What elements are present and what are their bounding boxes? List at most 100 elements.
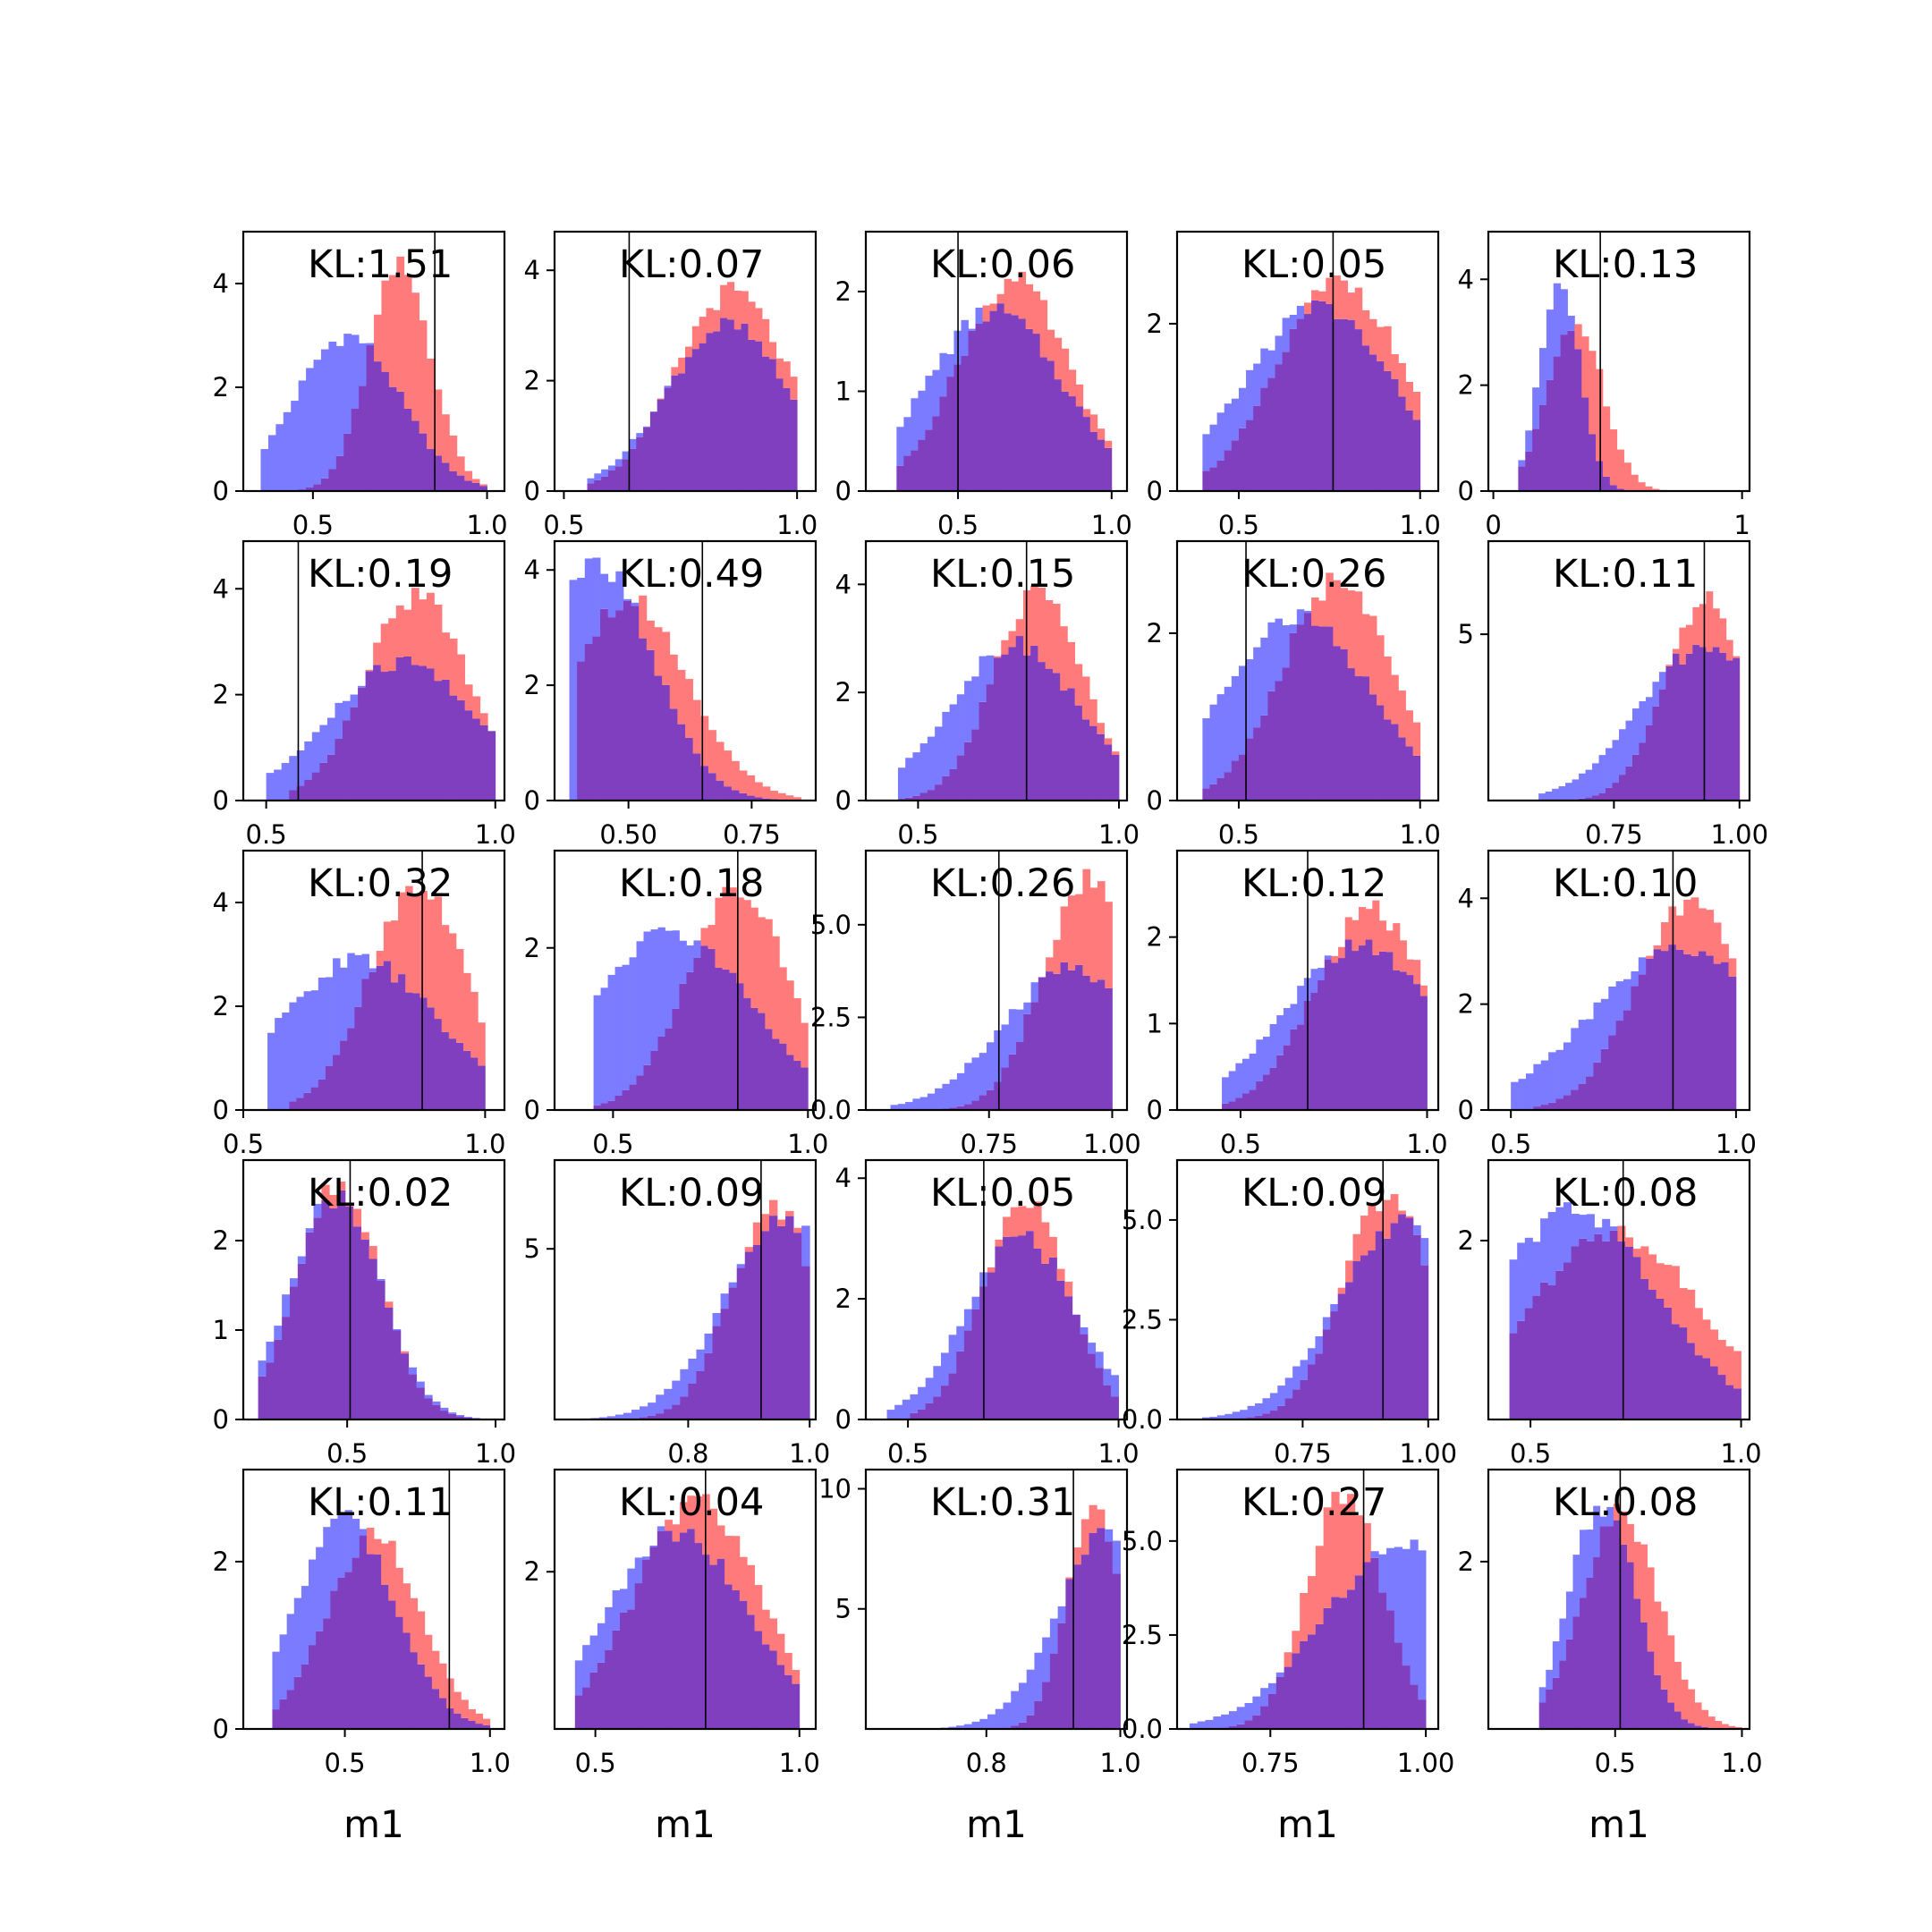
bar-overlap — [470, 1057, 479, 1110]
bar-series-b — [1652, 488, 1660, 491]
bar-series-b — [665, 1520, 673, 1531]
bar-series-b — [1089, 414, 1098, 432]
bar-series-b — [403, 275, 412, 409]
bar-series-b — [417, 1611, 426, 1665]
bar-series-a — [297, 1256, 307, 1264]
panel-4: 020.5 1.0KL:0.05 — [1147, 230, 1441, 540]
bar-overlap — [439, 1698, 447, 1729]
bar-series-a — [1216, 1415, 1225, 1419]
bar-series-a — [905, 758, 913, 798]
bar-overlap — [1296, 624, 1305, 801]
bar-overlap — [1509, 1333, 1518, 1419]
bar-overlap — [1596, 461, 1604, 491]
bar-overlap — [1284, 1398, 1293, 1419]
bar-series-b — [1045, 599, 1054, 669]
bar-series-a — [1008, 1009, 1017, 1055]
bar-series-a — [1275, 335, 1284, 365]
bar-series-b — [426, 592, 435, 669]
panel-frame — [1175, 230, 1440, 493]
bar-series-a — [1042, 1637, 1051, 1682]
bar-overlap — [1082, 417, 1091, 491]
bar-overlap — [369, 1258, 377, 1419]
bar-overlap — [396, 391, 405, 491]
bar-series-a — [1539, 348, 1547, 405]
bar-overlap — [296, 1097, 304, 1110]
bar-overlap — [622, 459, 630, 491]
bar-series-b — [776, 1633, 785, 1665]
bar-series-b — [321, 1184, 330, 1201]
bar-overlap — [1652, 706, 1660, 801]
bar-series-b — [1706, 591, 1714, 652]
bar-overlap — [1095, 1368, 1104, 1419]
bar-overlap — [282, 1317, 291, 1419]
bar-series-a — [1269, 1023, 1277, 1068]
bar-overlap — [622, 1089, 630, 1110]
bar-series-b — [471, 479, 480, 483]
y-tick-label: 4 — [213, 887, 229, 918]
bar-series-b — [1082, 869, 1091, 976]
bar-series-b — [374, 314, 382, 362]
bar-series-a — [1209, 1416, 1218, 1419]
bar-overlap — [1617, 1241, 1626, 1419]
bar-overlap — [321, 1200, 330, 1419]
bar-series-a — [939, 352, 947, 397]
bar-overlap — [1315, 1353, 1324, 1419]
bar-overlap — [1354, 329, 1363, 491]
bar-series-a — [296, 996, 304, 1098]
kl-label: KL:0.04 — [619, 1480, 764, 1525]
bar-series-b — [1038, 588, 1046, 663]
bar-series-b — [987, 1267, 996, 1273]
x-tick-label: 1.00 — [1710, 819, 1768, 850]
bar-series-a — [680, 1368, 689, 1397]
bar-series-b — [388, 1540, 396, 1601]
bar-overlap — [1699, 647, 1707, 801]
x-tick-label: 0.5 — [1218, 819, 1259, 850]
panel-17: 50.8 1.0KL:0.09 — [524, 1158, 830, 1469]
bar-overlap — [1238, 428, 1247, 491]
bar-series-a — [963, 1309, 972, 1331]
y-tick-label: 0.0 — [1122, 1714, 1163, 1744]
bar-series-a — [1049, 1618, 1059, 1654]
bar-series-a — [366, 343, 375, 346]
bar-series-b — [1326, 277, 1334, 304]
bar-overlap — [340, 1040, 348, 1110]
bar-series-a — [1652, 682, 1660, 707]
bar-series-b — [478, 1022, 486, 1066]
bar-series-a — [335, 345, 344, 456]
panel-12: 020.5 1.0KL:0.18 — [524, 849, 828, 1159]
bar-series-b — [744, 1247, 754, 1252]
bar-overlap — [726, 319, 735, 491]
bar-overlap — [732, 1589, 741, 1729]
bar-overlap — [963, 1330, 972, 1419]
bar-series-b — [1060, 626, 1068, 691]
bar-overlap — [1231, 440, 1240, 491]
bar-overlap — [306, 487, 314, 491]
x-tick-label: 0.5 — [575, 1748, 616, 1778]
bar-series-b — [1710, 1329, 1719, 1367]
bar-series-a — [903, 417, 911, 456]
bar-overlap — [455, 1416, 465, 1419]
bar-series-b — [456, 456, 465, 476]
bar-series-a — [1609, 1226, 1618, 1231]
bar-series-a — [587, 478, 595, 484]
kl-label: KL:0.27 — [1241, 1480, 1386, 1525]
bar-overlap — [352, 1557, 360, 1729]
bar-overlap — [431, 1689, 440, 1729]
bar-overlap — [801, 1067, 809, 1110]
bar-overlap — [685, 737, 694, 801]
bar-series-b — [700, 928, 708, 946]
bar-series-a — [359, 1529, 368, 1536]
bar-series-b — [677, 669, 686, 724]
y-tick-label: 2 — [213, 372, 229, 402]
bar-series-a — [1016, 1009, 1024, 1043]
bar-overlap — [1547, 1284, 1556, 1419]
bar-overlap — [424, 1676, 433, 1729]
bar-overlap — [1054, 379, 1063, 491]
bar-series-a — [569, 580, 578, 801]
bar-series-b — [1589, 351, 1597, 435]
x-tick-label: 0.5 — [543, 510, 584, 540]
y-tick-label: 0.0 — [810, 1095, 852, 1125]
bar-series-a — [293, 1597, 302, 1677]
bar-series-a — [902, 1399, 911, 1419]
